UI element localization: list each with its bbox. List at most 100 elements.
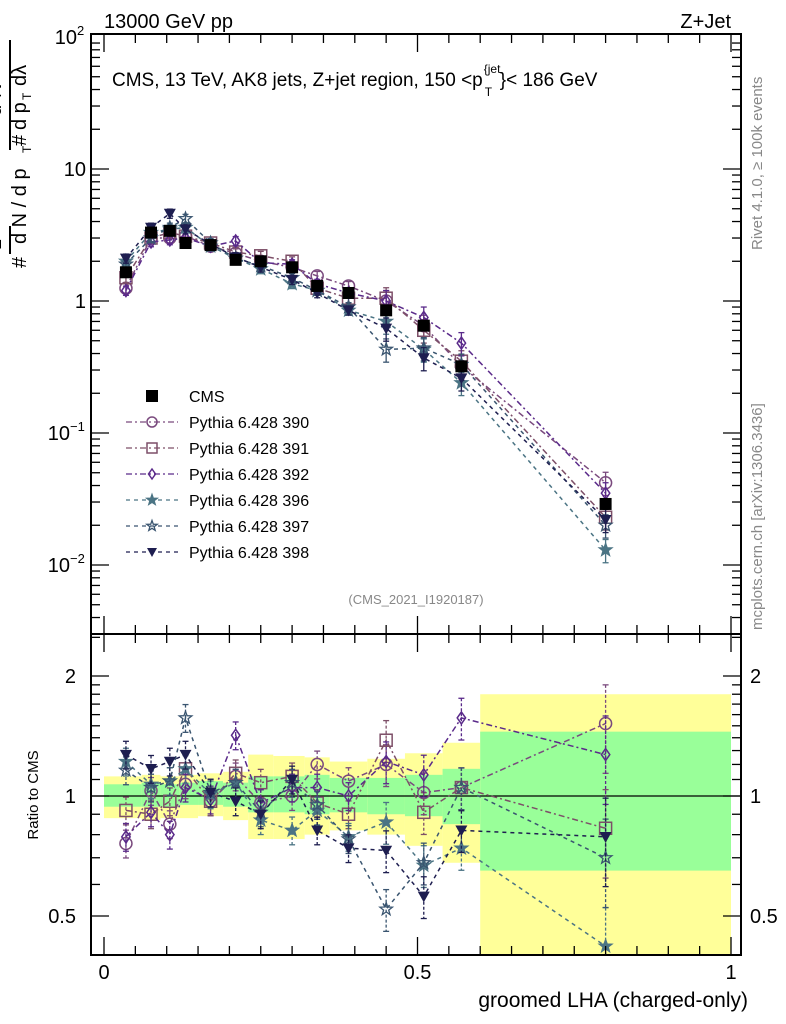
analysis-id-label: (CMS_2021_I1920187) bbox=[348, 592, 483, 607]
header-energy-label: 13000 GeV pp bbox=[104, 11, 233, 33]
series-cms bbox=[119, 224, 612, 510]
y-tick-label: 10 bbox=[64, 159, 86, 181]
plot-title-superscript: {jet bbox=[484, 62, 501, 76]
ratio-point bbox=[379, 733, 393, 747]
legend-item: Pythia 6.428 392 bbox=[126, 467, 309, 484]
ratio-point bbox=[286, 774, 299, 786]
svg-text:d: d bbox=[0, 105, 6, 116]
ratio-line bbox=[125, 738, 606, 830]
ratio-point bbox=[180, 780, 191, 795]
data-point bbox=[179, 237, 192, 250]
ratio-series-layer bbox=[117, 684, 614, 955]
legend-label: Pythia 6.428 396 bbox=[189, 493, 309, 510]
plot-title-main: CMS, 13 TeV, AK8 jets, Z+jet region, 150… bbox=[112, 70, 483, 91]
legend-label: Pythia 6.428 391 bbox=[189, 441, 309, 458]
ratio-point bbox=[145, 764, 158, 775]
legend-item: Pythia 6.428 397 bbox=[126, 518, 309, 536]
legend-item: Pythia 6.428 391 bbox=[126, 441, 309, 458]
series-pythia-6-428-397 bbox=[117, 210, 614, 539]
data-point bbox=[455, 360, 468, 373]
ratio-point bbox=[311, 825, 324, 837]
legend-label: Pythia 6.428 390 bbox=[189, 415, 309, 432]
ratio-point bbox=[142, 779, 160, 795]
legend-label: Pythia 6.428 397 bbox=[189, 519, 309, 536]
legend-label: Pythia 6.428 398 bbox=[189, 545, 309, 562]
ratio-series-pythia-6-428-398 bbox=[119, 740, 612, 920]
legend-marker bbox=[146, 416, 158, 428]
data-point bbox=[342, 305, 355, 317]
svg-text:T: T bbox=[20, 145, 34, 153]
svg-text:dλ: dλ bbox=[9, 65, 31, 86]
ratio-point bbox=[229, 796, 242, 808]
legend-item: Pythia 6.428 398 bbox=[126, 545, 309, 562]
series-line bbox=[125, 235, 607, 484]
ratio-point bbox=[145, 805, 157, 820]
data-point bbox=[204, 239, 217, 252]
ratio-point bbox=[341, 774, 356, 788]
ratio-y-tick-label-right: 1 bbox=[750, 786, 761, 808]
legend-label: CMS bbox=[189, 389, 225, 406]
ratio-y-tick-label-right: 2 bbox=[750, 666, 761, 688]
ratio-point bbox=[254, 775, 268, 790]
rivet-version-label: Rivet 4.1.0, ≥ 100k events bbox=[749, 77, 766, 250]
data-point bbox=[342, 286, 355, 299]
legend-item: Pythia 6.428 390 bbox=[126, 415, 309, 432]
legend-item: CMS bbox=[146, 389, 225, 406]
data-point bbox=[456, 335, 467, 351]
svg-text:T: T bbox=[20, 92, 34, 100]
ratio-point bbox=[161, 772, 178, 788]
ratio-point bbox=[417, 805, 431, 820]
main-series-layer bbox=[117, 208, 614, 564]
x-tick-label: 0 bbox=[98, 962, 109, 984]
data-point bbox=[597, 541, 614, 557]
y-tick-exponent: −1 bbox=[70, 419, 85, 434]
ratio-series-pythia-6-428-397 bbox=[117, 703, 614, 933]
ratio-point bbox=[163, 817, 177, 831]
main-plot-frame bbox=[90, 33, 742, 635]
ratio-plot-frame bbox=[90, 633, 742, 956]
plot-title-suffix: }< 186 GeV bbox=[500, 70, 598, 91]
data-point bbox=[417, 353, 430, 364]
ratio-point bbox=[343, 788, 354, 804]
data-point bbox=[230, 233, 241, 249]
ratio-point bbox=[230, 727, 241, 743]
ratio-point bbox=[378, 900, 395, 917]
ratio-uncertainty-bands bbox=[104, 694, 731, 955]
ratio-point bbox=[119, 749, 132, 761]
ratio-point bbox=[600, 747, 611, 762]
ratio-line bbox=[125, 722, 606, 844]
data-point bbox=[254, 255, 267, 268]
series-pythia-6-428-391 bbox=[119, 225, 613, 531]
mcplots-label: mcplots.cern.ch [arXiv:1306.3436] bbox=[749, 403, 766, 630]
svg-text:d N / d p: d N / d p bbox=[9, 168, 31, 244]
ratio-point bbox=[119, 803, 133, 818]
ratio-point bbox=[283, 821, 301, 838]
y-tick-label: 10 bbox=[48, 423, 70, 445]
data-point bbox=[119, 253, 132, 265]
ratio-point bbox=[342, 843, 355, 855]
ratio-axis-ticks: 2 2 1 1 0.5 0.5 0 0.5 1 bbox=[48, 634, 778, 984]
x-tick-label: 0.5 bbox=[404, 962, 432, 984]
ratio-point bbox=[309, 796, 326, 812]
legend-item: Pythia 6.428 396 bbox=[126, 492, 309, 510]
data-point bbox=[229, 253, 242, 266]
ratio-y-tick-label-left: 2 bbox=[65, 666, 76, 688]
ratio-point bbox=[117, 761, 135, 778]
legend-label: Pythia 6.428 392 bbox=[189, 467, 309, 484]
series-pythia-6-428-398 bbox=[119, 208, 612, 534]
series-line bbox=[125, 212, 607, 521]
ratio-point bbox=[179, 749, 192, 761]
y-tick-label: 10 bbox=[48, 555, 70, 577]
data-point bbox=[286, 274, 299, 286]
legend-marker bbox=[144, 518, 160, 532]
ratio-point bbox=[227, 774, 244, 790]
ratio-point bbox=[254, 809, 267, 821]
data-point bbox=[120, 283, 132, 298]
series-pythia-6-428-392 bbox=[120, 230, 611, 507]
plot-title-subscript: T bbox=[485, 85, 493, 99]
ratio-y-tick-label-left: 1 bbox=[65, 786, 76, 808]
ratio-point bbox=[164, 827, 175, 842]
legend-marker bbox=[147, 467, 157, 481]
data-point bbox=[455, 373, 468, 385]
